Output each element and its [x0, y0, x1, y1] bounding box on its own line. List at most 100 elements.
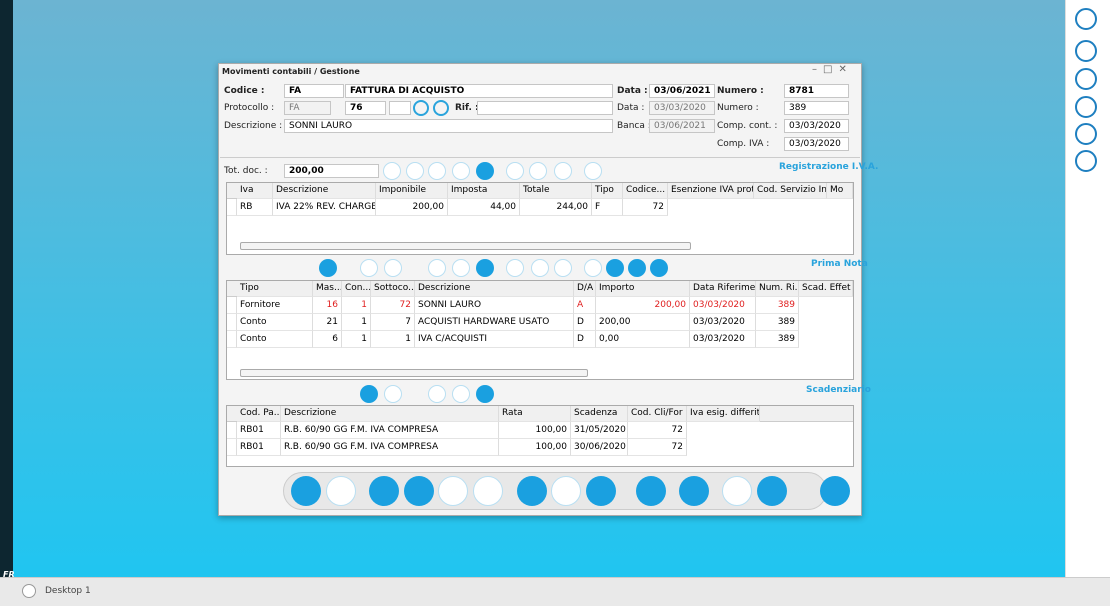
cell[interactable]: RB: [237, 199, 273, 216]
tool-icon[interactable]: [650, 259, 668, 277]
column-header[interactable]: Descrizione: [281, 406, 499, 422]
column-header[interactable]: Imponibile: [376, 183, 448, 199]
cell[interactable]: 100,00: [499, 422, 571, 439]
tool-icon[interactable]: [428, 162, 446, 180]
tool-icon[interactable]: [452, 385, 470, 403]
tool-icon[interactable]: [722, 476, 752, 506]
taskbar-button[interactable]: [22, 584, 36, 598]
cell[interactable]: 7: [371, 314, 415, 331]
cell[interactable]: 1: [342, 331, 371, 348]
window-controls[interactable]: –□✕: [812, 64, 853, 75]
scrollbar[interactable]: [240, 242, 691, 250]
tool-icon[interactable]: [369, 476, 399, 506]
tool-icon[interactable]: [404, 476, 434, 506]
cell[interactable]: 03/03/2020: [690, 297, 756, 314]
tool-icon[interactable]: [360, 259, 378, 277]
column-header[interactable]: Totale: [520, 183, 592, 199]
cell[interactable]: D: [574, 331, 596, 348]
cell[interactable]: 44,00: [448, 199, 520, 216]
side-icon[interactable]: [1075, 123, 1097, 145]
cell[interactable]: 1: [342, 297, 371, 314]
tool-icon[interactable]: [636, 476, 666, 506]
column-header[interactable]: Tipo: [592, 183, 623, 199]
tool-icon[interactable]: [584, 162, 602, 180]
side-icon[interactable]: [1075, 96, 1097, 118]
field[interactable]: 76: [345, 101, 386, 115]
column-header[interactable]: D/A: [574, 281, 596, 297]
column-header[interactable]: Cod. Servizio In...: [754, 183, 827, 199]
cell[interactable]: 72: [371, 297, 415, 314]
cell[interactable]: IVA 22% REV. CHARGE: [273, 199, 376, 216]
cell[interactable]: 1: [371, 331, 415, 348]
field[interactable]: 200,00: [284, 164, 379, 178]
desktop-label[interactable]: Desktop 1: [45, 586, 91, 596]
cell[interactable]: 72: [628, 422, 687, 439]
tool-icon[interactable]: [360, 385, 378, 403]
column-header[interactable]: Con...: [342, 281, 371, 297]
cell[interactable]: R.B. 60/90 GG F.M. IVA COMPRESA: [281, 422, 499, 439]
cell[interactable]: SONNI LAURO: [415, 297, 574, 314]
tool-icon[interactable]: [452, 259, 470, 277]
cell[interactable]: 72: [623, 199, 668, 216]
column-header[interactable]: Cod. Cli/For: [628, 406, 687, 422]
cell[interactable]: IVA C/ACQUISTI: [415, 331, 574, 348]
field[interactable]: [477, 101, 613, 115]
field[interactable]: FA: [284, 84, 344, 98]
column-header[interactable]: Codice...: [623, 183, 668, 199]
cell[interactable]: 03/03/2020: [690, 331, 756, 348]
cell[interactable]: 30/06/2020: [571, 439, 628, 456]
column-header[interactable]: Scadenza: [571, 406, 628, 422]
cell[interactable]: RB01: [237, 439, 281, 456]
cell[interactable]: R.B. 60/90 GG F.M. IVA COMPRESA: [281, 439, 499, 456]
cell[interactable]: F: [592, 199, 623, 216]
column-header[interactable]: Tipo: [237, 281, 313, 297]
column-header[interactable]: Descrizione: [415, 281, 574, 297]
column-header[interactable]: Importo: [596, 281, 690, 297]
column-header[interactable]: Imposta: [448, 183, 520, 199]
field[interactable]: 03/03/2020: [649, 101, 715, 115]
cell[interactable]: A: [574, 297, 596, 314]
field[interactable]: 8781: [784, 84, 849, 98]
field[interactable]: FA: [284, 101, 331, 115]
field[interactable]: [389, 101, 411, 115]
tool-icon[interactable]: [473, 476, 503, 506]
column-header[interactable]: Num. Ri...: [756, 281, 799, 297]
tool-icon[interactable]: [428, 385, 446, 403]
field[interactable]: 389: [784, 101, 849, 115]
cell[interactable]: 244,00: [520, 199, 592, 216]
side-icon[interactable]: [1075, 68, 1097, 90]
cell[interactable]: 1: [342, 314, 371, 331]
cell[interactable]: 100,00: [499, 439, 571, 456]
cell[interactable]: D: [574, 314, 596, 331]
cell[interactable]: Fornitore: [237, 297, 313, 314]
tool-icon[interactable]: [476, 162, 494, 180]
tool-icon[interactable]: [757, 476, 787, 506]
tool-icon[interactable]: [554, 162, 572, 180]
tool-icon[interactable]: [584, 259, 602, 277]
tool-icon[interactable]: [452, 162, 470, 180]
tool-icon[interactable]: [586, 476, 616, 506]
tool-icon[interactable]: [606, 259, 624, 277]
cell[interactable]: 200,00: [596, 314, 690, 331]
cell[interactable]: RB01: [237, 422, 281, 439]
prev-button[interactable]: [413, 100, 429, 116]
cell[interactable]: 389: [756, 331, 799, 348]
cell[interactable]: 200,00: [376, 199, 448, 216]
column-header[interactable]: Iva esig. differita: [687, 406, 760, 422]
cell[interactable]: 03/03/2020: [690, 314, 756, 331]
cell[interactable]: Conto: [237, 314, 313, 331]
cell[interactable]: 0,00: [596, 331, 690, 348]
tool-icon[interactable]: [529, 162, 547, 180]
tool-icon[interactable]: [406, 162, 424, 180]
column-header[interactable]: Mas...: [313, 281, 342, 297]
scrollbar[interactable]: [240, 369, 588, 377]
tool-icon[interactable]: [476, 259, 494, 277]
tool-icon[interactable]: [554, 259, 572, 277]
tool-icon[interactable]: [428, 259, 446, 277]
tool-icon[interactable]: [384, 385, 402, 403]
tool-icon[interactable]: [531, 259, 549, 277]
tool-icon[interactable]: [820, 476, 850, 506]
tool-icon[interactable]: [383, 162, 401, 180]
tool-icon[interactable]: [517, 476, 547, 506]
cell[interactable]: 21: [313, 314, 342, 331]
